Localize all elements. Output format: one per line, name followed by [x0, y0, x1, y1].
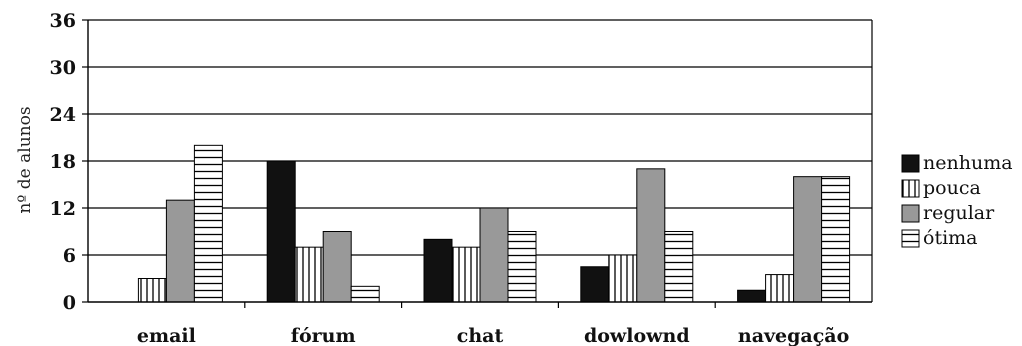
bar-pouca-fórum	[294, 246, 324, 303]
bar-pouca-chat	[451, 246, 481, 303]
legend: nenhuma pouca regular ótima	[901, 152, 1013, 249]
legend-swatch-regular	[901, 204, 920, 223]
y-tick-label: 30	[50, 57, 76, 79]
x-category-label: navegação	[738, 325, 849, 346]
legend-swatch-pouca	[901, 179, 920, 198]
y-tick-label: 6	[63, 245, 76, 267]
x-category-label: chat	[457, 325, 504, 346]
y-tick-label: 36	[50, 10, 76, 32]
legend-label: regular	[923, 202, 995, 224]
bar-nenhuma-dowlownd	[580, 266, 610, 303]
x-category-label: dowlownd	[584, 325, 690, 346]
bar-regular-navegação	[793, 176, 823, 303]
bar-regular-fórum	[322, 231, 352, 303]
x-category-label: fórum	[291, 325, 356, 346]
y-tick-label: 24	[50, 104, 76, 126]
bar-ótima-chat	[507, 231, 537, 303]
bars	[137, 144, 851, 303]
y-axis-title: nº de alunos	[15, 106, 35, 213]
legend-swatch-nenhuma	[901, 154, 920, 173]
bar-regular-dowlownd	[636, 168, 666, 303]
bar-nenhuma-navegação	[737, 289, 767, 303]
y-tick-label: 12	[50, 198, 76, 220]
y-tick-label: 18	[50, 151, 76, 173]
bar-ótima-email	[193, 144, 223, 303]
legend-label: nenhuma	[923, 152, 1013, 174]
bar-regular-chat	[479, 207, 509, 303]
y-tick-label: 0	[63, 292, 76, 314]
bar-pouca-dowlownd	[608, 254, 638, 303]
legend-label: ótima	[923, 227, 978, 249]
bar-pouca-email	[137, 278, 167, 303]
bar-nenhuma-chat	[423, 238, 453, 303]
axes: 0 6 12 18 24 30 36 email fórum chat dowlownd navega…	[50, 10, 873, 346]
bar-regular-email	[165, 199, 195, 303]
bar-ótima-fórum	[350, 285, 380, 303]
bar-ótima-navegação	[821, 176, 851, 303]
bar-nenhuma-fórum	[266, 160, 296, 303]
legend-label: pouca	[923, 177, 981, 199]
x-category-label: email	[137, 325, 196, 346]
bar-pouca-navegação	[765, 274, 795, 303]
legend-swatch-ótima	[901, 229, 920, 248]
bar-ótima-dowlownd	[664, 231, 694, 303]
